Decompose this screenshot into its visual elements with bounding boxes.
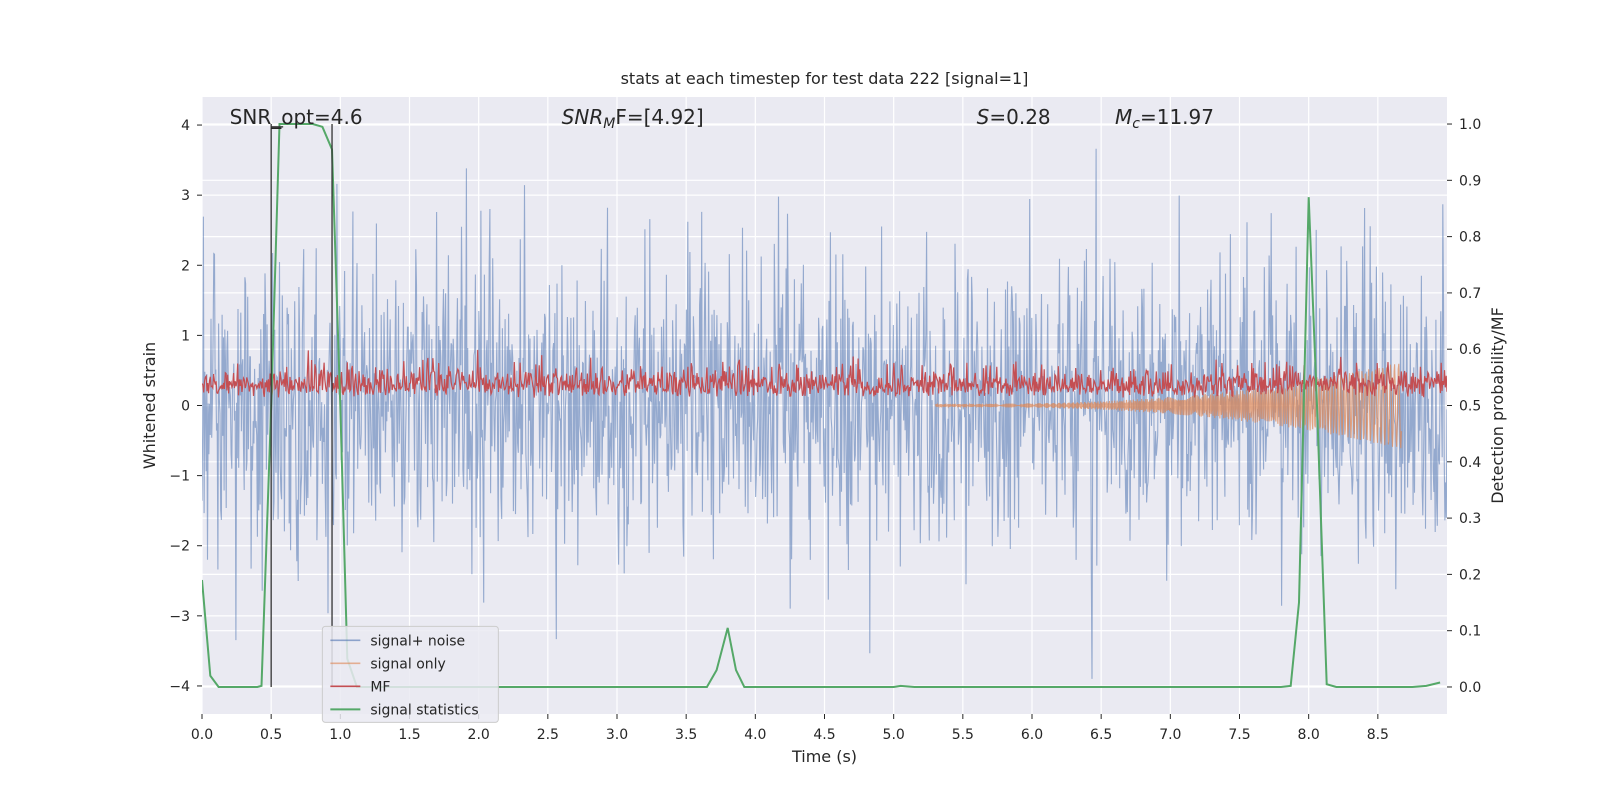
x-tick-label: 6.0 (1021, 727, 1043, 743)
legend: signal+ noise signal only MF signal stat… (321, 625, 499, 723)
legend-label-signal-statistics: signal statistics (370, 702, 478, 718)
chart-title: stats at each timestep for test data 222… (621, 69, 1029, 88)
annotation-s-suffix: =0.28 (989, 105, 1050, 129)
annotation-snr-mf-prefix: SNR (562, 105, 604, 129)
annotation-mc-sub: c (1132, 116, 1140, 132)
annotation-snr-mf: SNRMF=[4.92] (562, 105, 704, 132)
legend-label-signal-noise: signal+ noise (370, 633, 465, 649)
x-axis-label: Time (s) (791, 747, 857, 766)
x-tick-label: 7.0 (1159, 727, 1181, 743)
annotation-snr-opt: SNR_opt=4.6 (230, 105, 363, 129)
y2-tick-label: 0.9 (1459, 173, 1481, 189)
y-tick-label: 0 (181, 399, 190, 415)
x-tick-label: 2.0 (468, 727, 490, 743)
annotation-snr-mf-suffix: F=[4.92] (615, 105, 703, 129)
x-tick-label: 5.5 (952, 727, 974, 743)
y-tick-label: 4 (181, 118, 190, 134)
legend-box (321, 625, 499, 723)
y2-tick-label: 0.0 (1459, 680, 1481, 696)
series-signal-only (934, 363, 1402, 449)
x-tick-label: 0.0 (191, 727, 213, 743)
y-axis-label: Whitened strain (140, 342, 159, 469)
y-tick-label: −3 (169, 609, 190, 625)
y2-tick-label: 0.1 (1459, 624, 1481, 640)
x-tick-label: 8.5 (1367, 727, 1389, 743)
x-tick-label: 8.0 (1298, 727, 1320, 743)
legend-label-signal-only: signal only (370, 656, 445, 672)
x-tick-label: 3.0 (606, 727, 628, 743)
y-tick-label: 3 (181, 188, 190, 204)
legend-label-mf: MF (370, 679, 390, 695)
x-tick-label: 1.0 (329, 727, 351, 743)
y2-tick-label: 0.7 (1459, 286, 1481, 302)
annotation-snr-mf-sub: M (603, 116, 615, 132)
series-signal-noise (202, 148, 1447, 679)
series-signal-statistics (202, 123, 1441, 688)
y2-tick-label: 0.4 (1459, 455, 1481, 471)
x-tick-label: 4.5 (813, 727, 835, 743)
x-tick-label: 3.5 (675, 727, 697, 743)
y-tick-label: −1 (169, 469, 190, 485)
x-tick-label: 0.5 (260, 727, 282, 743)
y2-tick-label: 0.8 (1459, 230, 1481, 246)
y2-axis-label: Detection probability/MF (1488, 307, 1507, 504)
x-tick-label: 1.5 (398, 727, 420, 743)
y-tick-label: −2 (169, 539, 190, 555)
x-tick-label: 5.0 (883, 727, 905, 743)
y-tick-label: 1 (181, 328, 190, 344)
x-tick-label: 4.0 (744, 727, 766, 743)
y2-tick-label: 0.2 (1459, 567, 1481, 583)
x-tick-label: 2.5 (537, 727, 559, 743)
y2-tick-label: 1.0 (1459, 117, 1481, 133)
annotation-s-prefix: S (977, 105, 990, 129)
y2-tick-label: 0.5 (1459, 399, 1481, 415)
y2-tick-label: 0.6 (1459, 342, 1481, 358)
annotation-mc-suffix: =11.97 (1140, 105, 1214, 129)
x-tick-label: 6.5 (1090, 727, 1112, 743)
series-layer (202, 123, 1447, 688)
annotation-mc: Mc=11.97 (1115, 105, 1214, 132)
annotation-s: S=0.28 (977, 105, 1051, 129)
annotation-mc-prefix: M (1115, 105, 1132, 129)
y2-tick-label: 0.3 (1459, 511, 1481, 527)
series-mf (202, 349, 1447, 398)
axes: 0.0 0.5 1.0 1.5 2.0 2.5 3.0 3.5 4.0 4.5 5.0 5.5 6.0 6… (169, 117, 1481, 743)
x-tick-label: 7.5 (1228, 727, 1250, 743)
y-tick-label: 2 (181, 258, 190, 274)
y-tick-label: −4 (169, 679, 190, 695)
detection-markers (270, 124, 333, 687)
